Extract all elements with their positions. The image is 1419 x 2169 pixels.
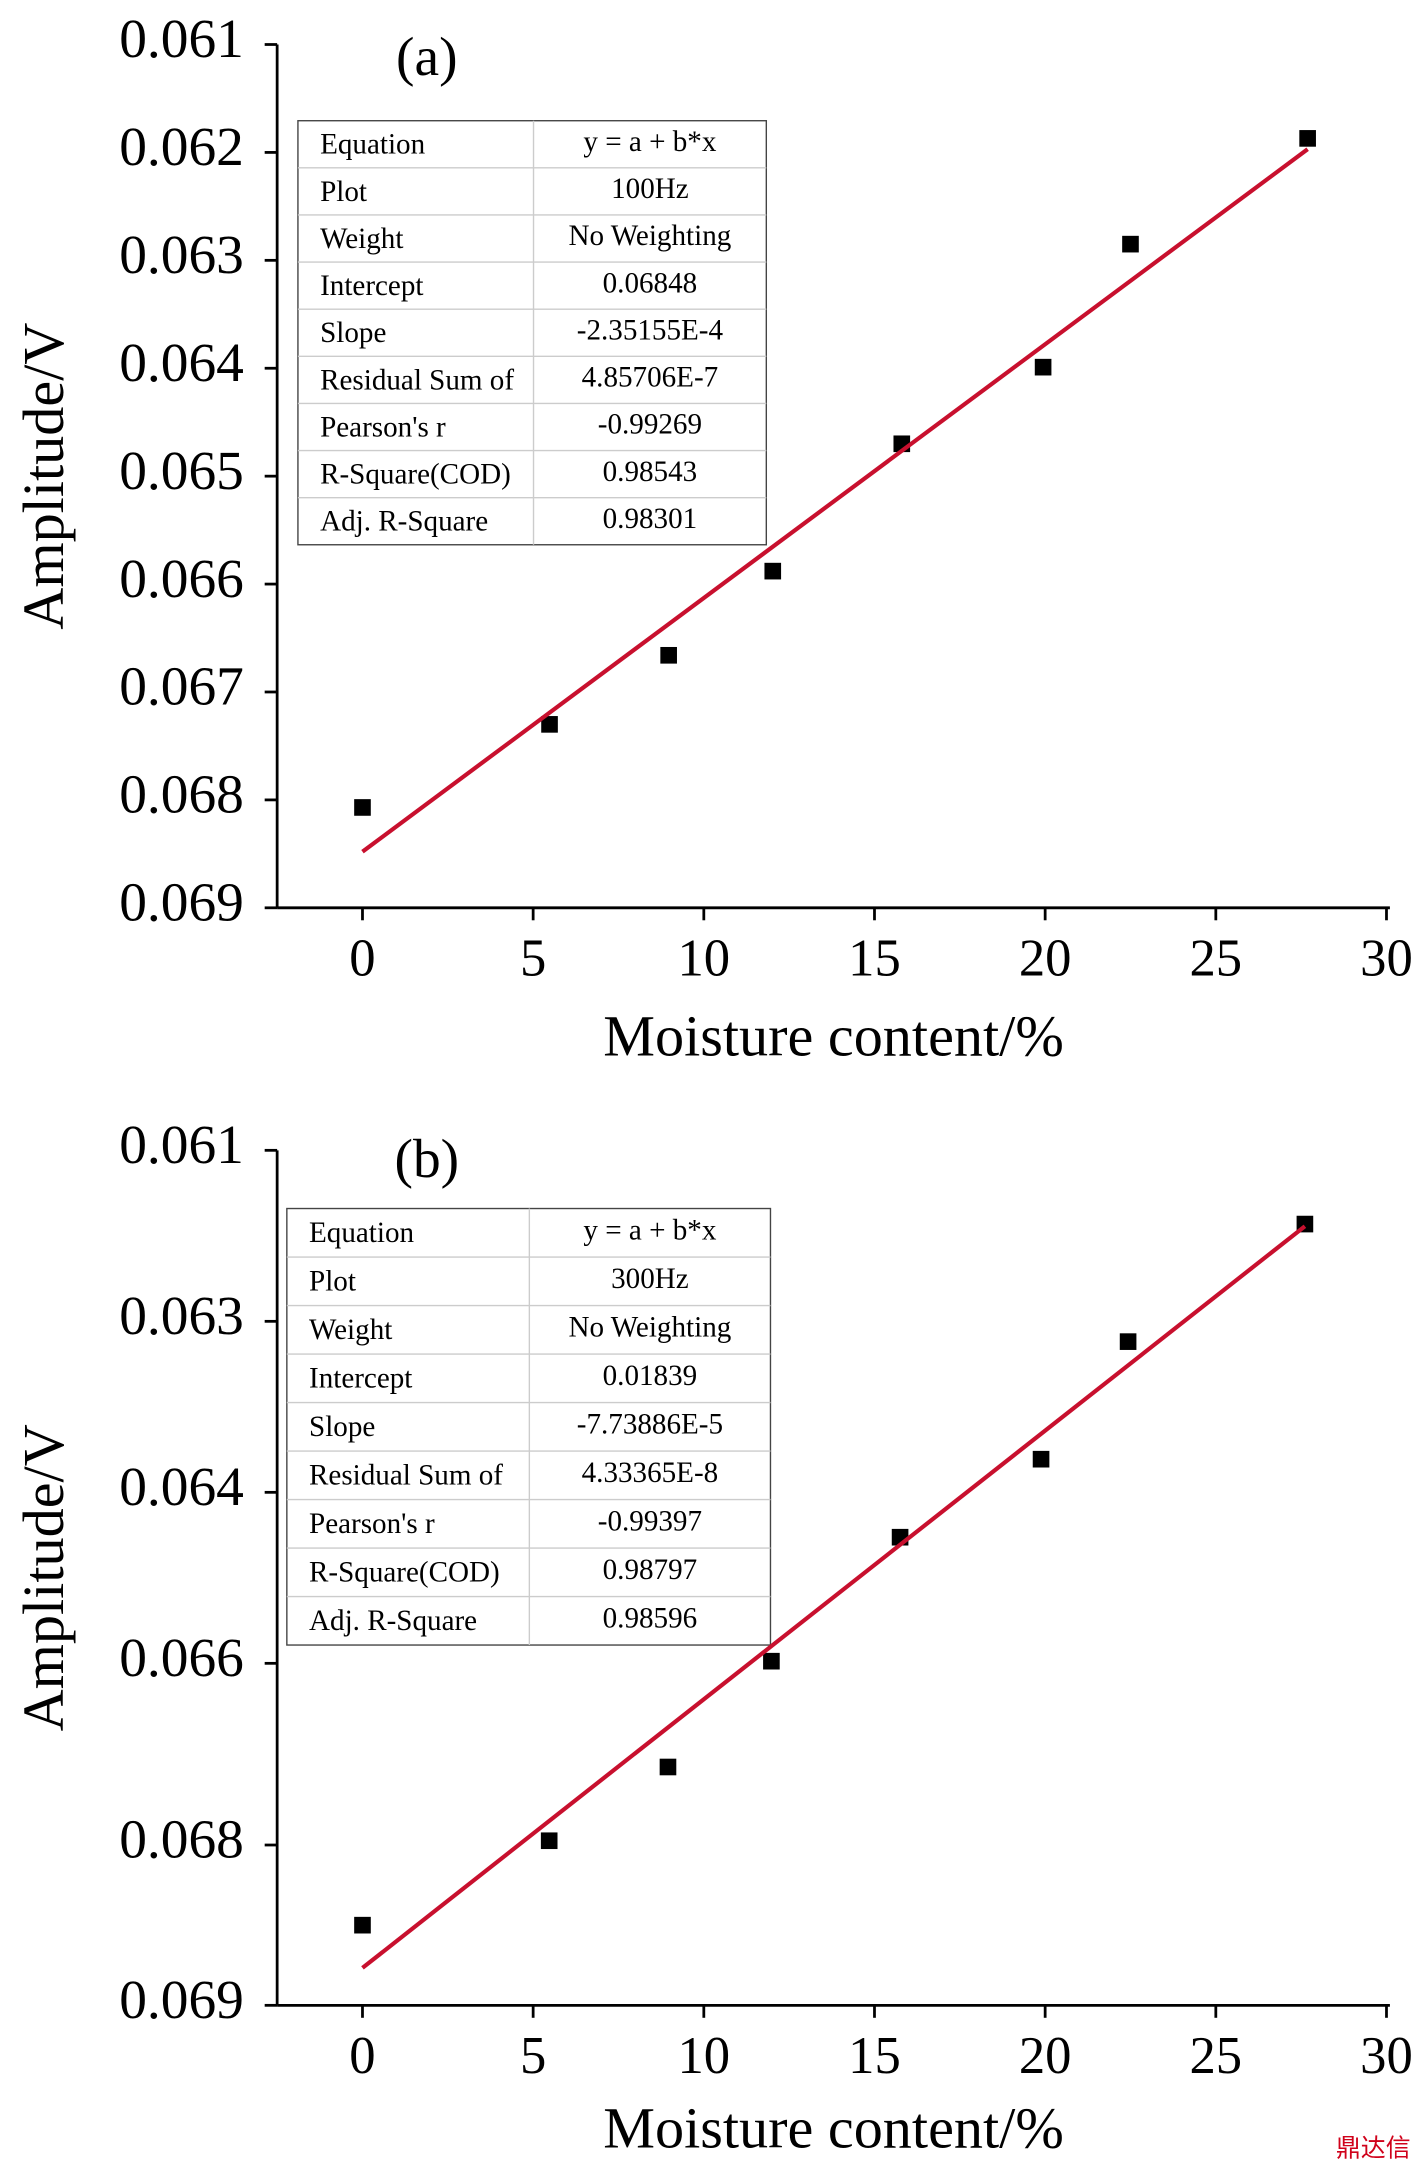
y-axis-label: Amplitude/V [11, 1424, 76, 1731]
table-key: R-Square(COD) [309, 1557, 500, 1589]
table-value: -0.99397 [598, 1505, 702, 1537]
table-key: Plot [309, 1266, 356, 1298]
x-tick-label: 25 [1189, 929, 1242, 987]
x-tick-label: 0 [349, 929, 375, 987]
table-value: 4.33365E-8 [582, 1457, 719, 1489]
y-tick-label: 0.068 [119, 764, 244, 825]
data-point [660, 646, 677, 664]
data-point [354, 799, 371, 816]
panel-label: (a) [396, 26, 458, 87]
data-point [1122, 235, 1139, 253]
y-tick-label: 0.069 [119, 1969, 244, 2030]
table-key: Intercept [309, 1363, 412, 1395]
y-tick-label: 0.061 [119, 1114, 244, 1175]
x-tick-label: 20 [1019, 2027, 1072, 2085]
data-point [354, 1916, 371, 1934]
y-tick-label: 0.063 [119, 1285, 244, 1346]
table-value: 0.98596 [603, 1602, 698, 1634]
x-tick-label: 10 [677, 2027, 730, 2085]
table-value: 300Hz [611, 1263, 689, 1295]
data-point [659, 1758, 677, 1776]
x-tick-label: 15 [848, 929, 901, 987]
table-value: 0.98301 [603, 503, 698, 535]
x-tick-label: 25 [1189, 2027, 1242, 2085]
table-value: y = a + b*x [583, 126, 716, 158]
table-key: Weight [309, 1314, 392, 1346]
data-point [764, 562, 782, 580]
watermark: 鼎达信 [1336, 2133, 1411, 2162]
table-value: No Weighting [569, 1311, 732, 1343]
x-tick-label: 5 [520, 2027, 546, 2085]
table-key: Adj. R-Square [320, 506, 488, 538]
y-tick-label: 0.067 [119, 656, 244, 717]
table-key: Equation [309, 1217, 414, 1249]
data-point [1299, 130, 1316, 147]
data-point [541, 716, 558, 733]
table-value: -0.99269 [598, 409, 702, 441]
table-key: R-Square(COD) [320, 459, 511, 491]
x-axis-label: Moisture content/% [603, 1004, 1064, 1069]
y-axis-label: Amplitude/V [11, 323, 76, 630]
table-key: Pearson's r [320, 411, 446, 443]
table-key: Residual Sum of [320, 364, 514, 396]
table-value: 0.06848 [603, 267, 698, 299]
y-tick-label: 0.068 [119, 1809, 244, 1870]
x-tick-label: 30 [1360, 929, 1413, 987]
table-value: 100Hz [611, 173, 689, 205]
table-key: Plot [320, 176, 367, 208]
table-value: 0.01839 [603, 1360, 698, 1392]
x-tick-label: 15 [848, 2027, 901, 2085]
table-key: Intercept [320, 270, 423, 302]
table-value: 0.98543 [603, 456, 698, 488]
data-point [1119, 1333, 1137, 1350]
fit-line [361, 1224, 1307, 1970]
table-value: 4.85706E-7 [582, 362, 719, 394]
table-key: Adj. R-Square [309, 1605, 477, 1637]
x-tick-label: 10 [677, 929, 730, 987]
table-value: y = a + b*x [583, 1214, 716, 1246]
table-value: No Weighting [569, 220, 732, 252]
x-axis-label: Moisture content/% [603, 2096, 1064, 2161]
y-tick-label: 0.064 [119, 332, 244, 393]
data-point [1034, 358, 1052, 376]
table-value: -7.73886E-5 [577, 1408, 723, 1440]
fit-line [361, 147, 1309, 854]
table-key: Pearson's r [309, 1508, 435, 1540]
data-point [1032, 1450, 1050, 1468]
table-key: Weight [320, 223, 403, 255]
y-tick-label: 0.066 [119, 548, 244, 609]
table-key: Slope [320, 317, 386, 349]
x-tick-label: 0 [349, 2027, 375, 2085]
y-tick-label: 0.069 [119, 872, 244, 933]
y-tick-label: 0.062 [119, 116, 244, 177]
data-point [540, 1832, 558, 1850]
y-tick-label: 0.063 [119, 224, 244, 285]
x-tick-label: 5 [520, 929, 546, 987]
table-box [297, 120, 768, 546]
table-value: 0.98797 [603, 1554, 698, 1586]
y-tick-label: 0.066 [119, 1627, 244, 1688]
table-value: -2.35155E-4 [577, 314, 724, 346]
y-tick-label: 0.064 [119, 1456, 244, 1517]
x-tick-label: 20 [1019, 929, 1072, 987]
data-point [763, 1652, 780, 1670]
table-key: Residual Sum of [309, 1460, 503, 1492]
y-tick-label: 0.061 [119, 8, 244, 69]
table-key: Slope [309, 1411, 375, 1443]
y-tick-label: 0.065 [119, 440, 244, 501]
table-key: Equation [320, 129, 425, 161]
panel-label: (b) [395, 1128, 460, 1189]
x-tick-label: 30 [1360, 2027, 1413, 2085]
